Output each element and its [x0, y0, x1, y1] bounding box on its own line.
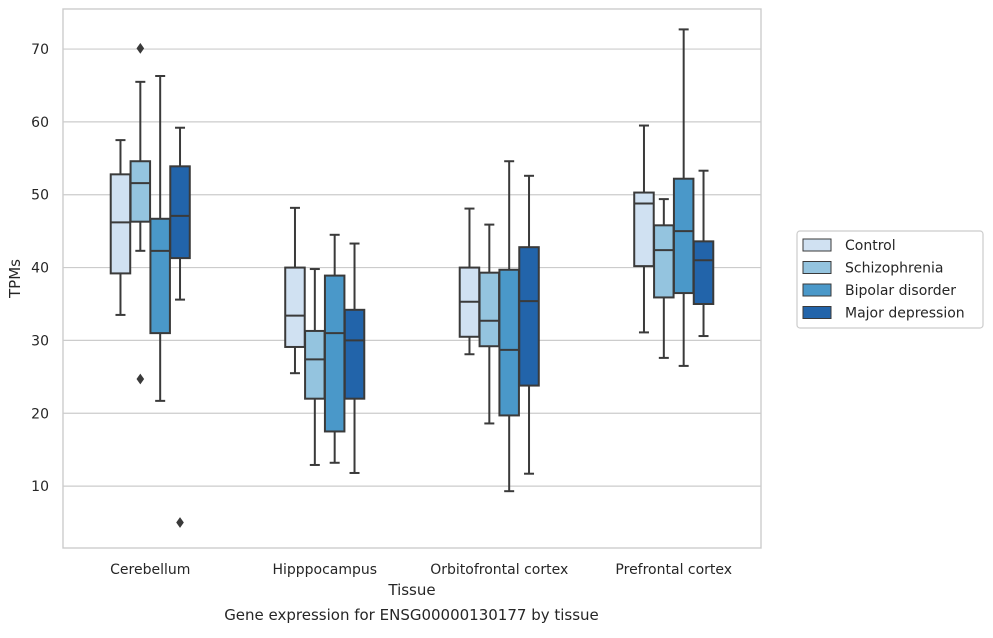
box-body: [323, 274, 346, 433]
box-3-0: [633, 124, 655, 334]
legend-swatch: [802, 238, 832, 252]
y-tick-label: 20: [31, 406, 49, 422]
box-body: [109, 173, 132, 275]
x-tick-label: Prefrontal cortex: [615, 562, 732, 578]
box-2-0: [458, 207, 481, 356]
legend-swatch: [802, 261, 832, 274]
legend-label: Control: [845, 238, 896, 254]
legend-label: Schizophrenia: [845, 261, 943, 277]
y-tick-label: 60: [31, 115, 49, 131]
legend-swatch: [802, 283, 832, 297]
box-3-2: [672, 28, 695, 367]
legend-label: Major depression: [845, 306, 965, 322]
x-tick-label: Cerebellum: [110, 562, 190, 578]
box-1-2: [323, 233, 346, 464]
box-body: [343, 308, 366, 400]
box-body: [284, 266, 306, 348]
box-body: [653, 224, 675, 299]
box-body: [129, 160, 152, 223]
box-0-3: [169, 126, 191, 528]
figure-caption: Gene expression for ENSG00000130177 by t…: [224, 606, 599, 624]
box-body: [518, 246, 540, 387]
box-body: [478, 271, 501, 348]
box-3-1: [653, 198, 675, 359]
x-tick-label: Orbitofrontal cortex: [430, 562, 568, 578]
box-2-1: [478, 223, 501, 425]
box-0-0: [109, 139, 132, 316]
plot-frame: [62, 8, 762, 549]
x-tick-label: Hipppocampus: [272, 562, 377, 578]
box-body: [304, 329, 326, 400]
box-body: [672, 177, 695, 295]
box-2-3: [518, 174, 540, 475]
y-tick-label: 10: [31, 479, 49, 495]
box-body: [498, 268, 520, 417]
box-0-1: [129, 42, 152, 385]
box-1-3: [343, 242, 366, 474]
box-body: [149, 217, 171, 335]
y-tick-label: 40: [31, 261, 49, 277]
box-0-2: [149, 75, 171, 402]
legend-swatch: [802, 306, 832, 319]
box-1-0: [284, 206, 306, 375]
y-tick-label: 70: [31, 42, 49, 58]
box-3-3: [692, 169, 715, 338]
outlier-point: [136, 373, 145, 385]
legend-frame: [796, 230, 984, 329]
box-2-2: [498, 160, 520, 493]
legend-label: Bipolar disorder: [845, 283, 956, 299]
y-tick-label: 50: [31, 188, 49, 204]
y-tick-label: 30: [31, 333, 49, 349]
box-body: [692, 240, 715, 305]
outlier-point: [136, 42, 145, 54]
y-axis-label: TPMs: [6, 259, 24, 299]
box-body: [169, 165, 191, 260]
outlier-point: [176, 517, 184, 528]
legend: Control Schizophrenia Bipolar disorder Majo…: [796, 230, 984, 329]
box-1-1: [304, 268, 326, 466]
x-axis-label: Tissue: [387, 581, 435, 599]
